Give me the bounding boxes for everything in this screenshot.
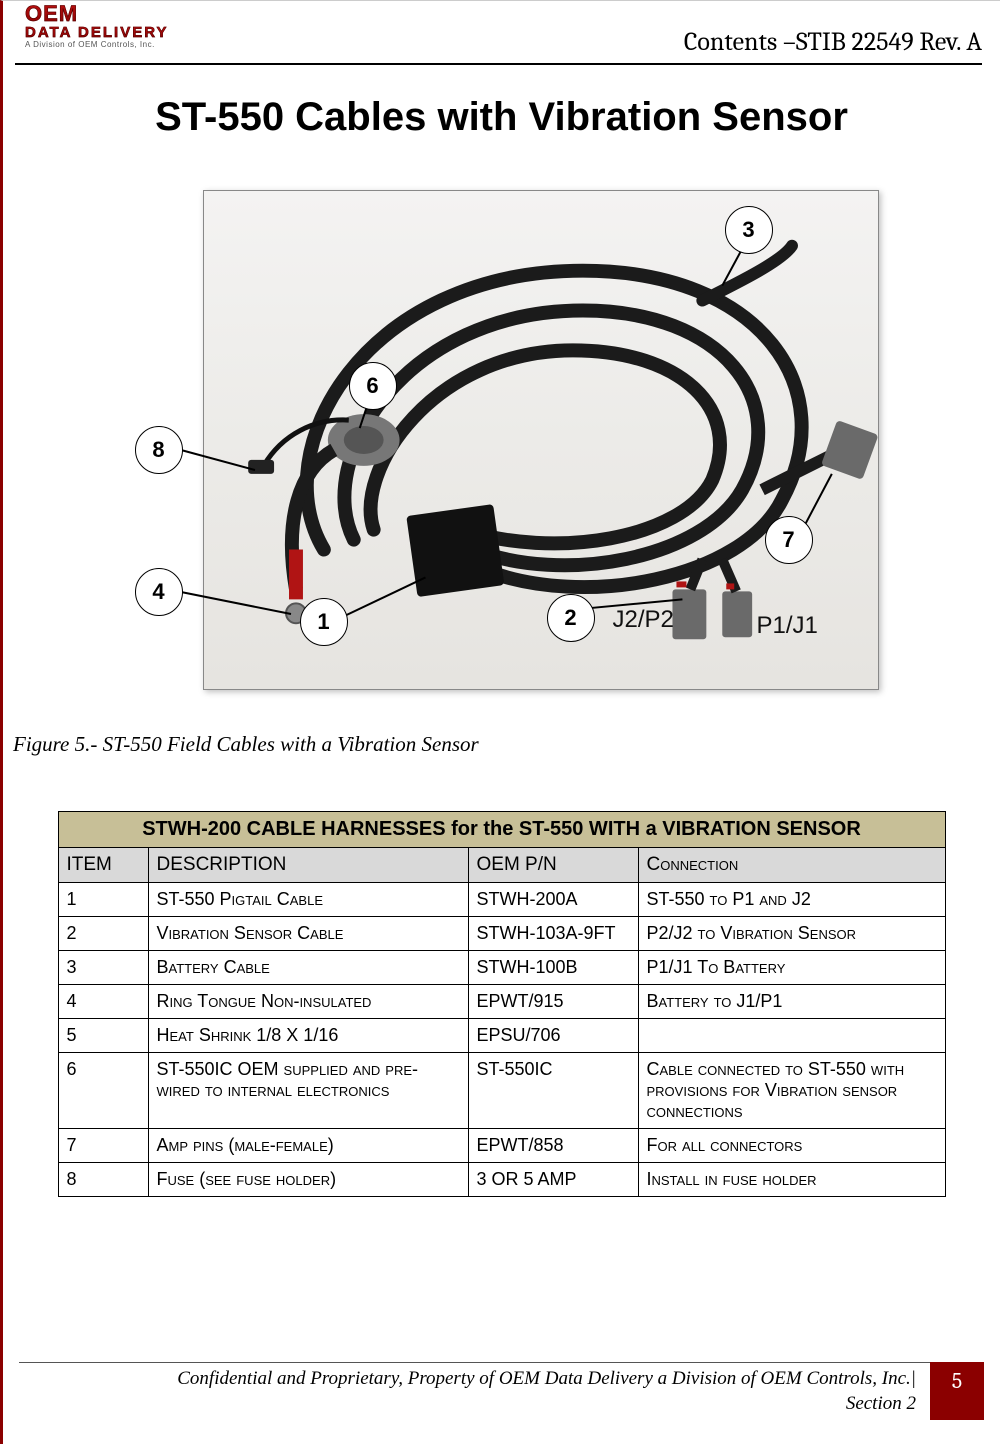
page-title: ST-550 Cables with Vibration Sensor: [3, 95, 1000, 140]
cell-pn: 3 OR 5 AMP: [468, 1163, 638, 1197]
table-row: 2 Vibration Sensor Cable STWH-103A-9FT P…: [58, 917, 945, 951]
cell-pn: STWH-103A-9FT: [468, 917, 638, 951]
col-item: ITEM: [58, 848, 148, 883]
header: OEM DATA DELIVERY A Division of OEM Cont…: [15, 1, 982, 65]
cell-conn: ST-550 to P1 and J2: [638, 883, 945, 917]
page-number: 5: [930, 1362, 984, 1420]
cell-item: 6: [58, 1053, 148, 1129]
table-row: 6 ST-550IC OEM supplied and pre-wired to…: [58, 1053, 945, 1129]
cell-desc: Amp pins (male-female): [148, 1129, 468, 1163]
cell-pn: ST-550IC: [468, 1053, 638, 1129]
cell-item: 3: [58, 951, 148, 985]
footer-line2: Section 2: [846, 1393, 916, 1414]
col-pn: OEM P/N: [468, 848, 638, 883]
doc-ref: Contents –STIB 22549 Rev. A: [684, 27, 982, 57]
table-title: STWH-200 CABLE HARNESSES for the ST-550 …: [58, 812, 945, 848]
cell-pn: EPSU/706: [468, 1019, 638, 1053]
logo-main: OEM: [25, 3, 78, 25]
page: OEM DATA DELIVERY A Division of OEM Cont…: [0, 0, 1000, 1444]
cell-conn: Cable connected to ST-550 with provision…: [638, 1053, 945, 1129]
cell-desc: ST-550 Pigtail Cable: [148, 883, 468, 917]
cell-item: 5: [58, 1019, 148, 1053]
label-j2p2: J2/P2: [613, 606, 674, 634]
table-body: 1 ST-550 Pigtail Cable STWH-200A ST-550 …: [58, 883, 945, 1197]
table-row: 4 Ring Tongue Non-insulated EPWT/915 Bat…: [58, 985, 945, 1019]
table-row: 1 ST-550 Pigtail Cable STWH-200A ST-550 …: [58, 883, 945, 917]
cell-item: 1: [58, 883, 148, 917]
callout-8: 8: [135, 426, 183, 474]
logo-sub1: DATA DELIVERY: [25, 25, 169, 40]
cell-conn: [638, 1019, 945, 1053]
cell-desc: Heat Shrink 1/8 X 1/16: [148, 1019, 468, 1053]
table-row: 5 Heat Shrink 1/8 X 1/16 EPSU/706: [58, 1019, 945, 1053]
table-row: 8 Fuse (see fuse holder) 3 OR 5 AMP Inst…: [58, 1163, 945, 1197]
cell-pn: STWH-200A: [468, 883, 638, 917]
label-p1j1: P1/J1: [757, 612, 818, 640]
cell-pn: STWH-100B: [468, 951, 638, 985]
cell-conn: Install in fuse holder: [638, 1163, 945, 1197]
logo: OEM DATA DELIVERY A Division of OEM Cont…: [25, 3, 215, 53]
cell-pn: EPWT/858: [468, 1129, 638, 1163]
cell-conn: Battery to J1/P1: [638, 985, 945, 1019]
cell-desc: ST-550IC OEM supplied and pre-wired to i…: [148, 1053, 468, 1129]
cell-item: 2: [58, 917, 148, 951]
cell-conn: P2/J2 to Vibration Sensor: [638, 917, 945, 951]
footer-text: Confidential and Proprietary, Property o…: [19, 1362, 930, 1420]
callout-1: 1: [300, 598, 348, 646]
cell-pn: EPWT/915: [468, 985, 638, 1019]
callout-3: 3: [725, 206, 773, 254]
cell-desc: Battery Cable: [148, 951, 468, 985]
cell-desc: Fuse (see fuse holder): [148, 1163, 468, 1197]
callout-2: 2: [547, 594, 595, 642]
table-row: 3 Battery Cable STWH-100B P1/J1 To Batte…: [58, 951, 945, 985]
parts-table: STWH-200 CABLE HARNESSES for the ST-550 …: [58, 811, 946, 1197]
table-row: 7 Amp pins (male-female) EPWT/858 For al…: [58, 1129, 945, 1163]
col-desc: DESCRIPTION: [148, 848, 468, 883]
callout-6: 6: [349, 362, 397, 410]
table-header-row: ITEM DESCRIPTION OEM P/N Connection: [58, 848, 945, 883]
figure-wrap: 1 2 3 4 6 7 8 J2/P2 P1/J1: [125, 190, 879, 710]
cell-item: 4: [58, 985, 148, 1019]
callout-7: 7: [765, 516, 813, 564]
figure-caption: Figure 5.- ST-550 Field Cables with a Vi…: [13, 732, 1000, 757]
footer-line1: Confidential and Proprietary, Property o…: [177, 1368, 916, 1389]
col-conn: Connection: [638, 848, 945, 883]
cell-item: 7: [58, 1129, 148, 1163]
logo-sub2: A Division of OEM Controls, Inc.: [25, 40, 155, 49]
cell-item: 8: [58, 1163, 148, 1197]
footer: Confidential and Proprietary, Property o…: [19, 1362, 984, 1420]
cell-desc: Vibration Sensor Cable: [148, 917, 468, 951]
cell-desc: Ring Tongue Non-insulated: [148, 985, 468, 1019]
callout-4: 4: [135, 568, 183, 616]
cell-conn: P1/J1 To Battery: [638, 951, 945, 985]
table-title-row: STWH-200 CABLE HARNESSES for the ST-550 …: [58, 812, 945, 848]
cell-conn: For all connectors: [638, 1129, 945, 1163]
